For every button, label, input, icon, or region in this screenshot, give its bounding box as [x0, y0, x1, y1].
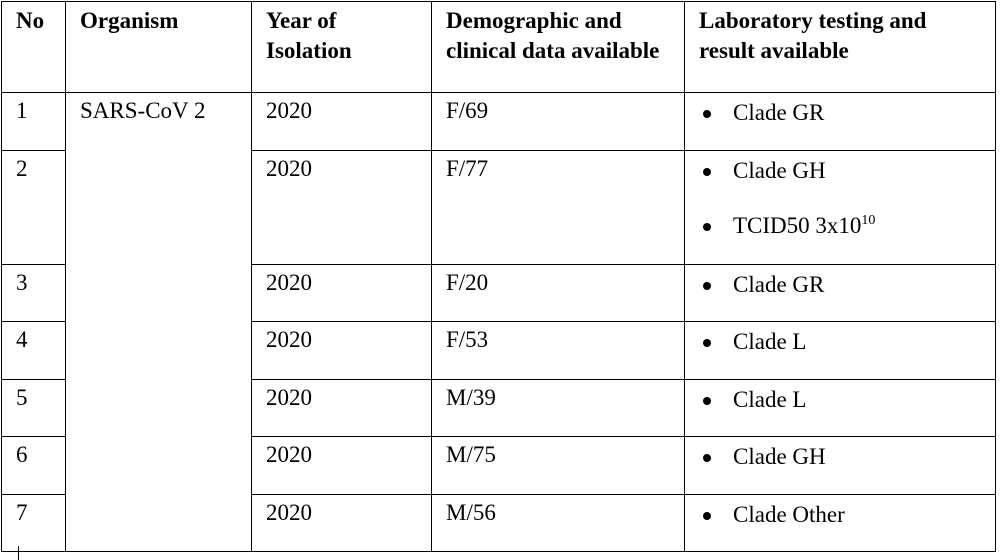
result-list: Clade GR — [699, 99, 981, 127]
table-row: 1 SARS-CoV 2 2020 F/69 Clade GR — [1, 92, 996, 552]
isolates-table: No Organism Year of Isolation Demographi… — [1, 1, 996, 552]
cell-demographic: M/75 — [431, 436, 685, 495]
header-year: Year of Isolation — [251, 1, 432, 93]
header-no: No — [1, 1, 66, 93]
cell-laboratory: Clade GR — [684, 92, 996, 151]
result-item: Clade GH — [699, 157, 981, 185]
result-text: Clade L — [733, 387, 807, 412]
cell-no: 6 — [1, 436, 66, 495]
cell-no: 1 — [1, 92, 66, 151]
header-laboratory: Laboratory testing and result available — [684, 1, 996, 93]
cell-demographic: M/39 — [431, 379, 685, 437]
bullet-icon — [703, 223, 711, 231]
bullet-icon — [703, 110, 711, 118]
table-row: 2 2020 F/77 Clade GH TCID50 3x1010 — [1, 150, 996, 265]
bullet-icon — [703, 339, 711, 347]
bullet-icon — [703, 397, 711, 405]
result-item: Clade GH — [699, 443, 981, 471]
result-item: Clade Other — [699, 501, 981, 529]
cell-no: 2 — [1, 150, 66, 265]
bullet-icon — [703, 282, 711, 290]
table-body: 1 SARS-CoV 2 2020 F/69 Clade GR 2 2020 F/77 Clad… — [1, 92, 996, 552]
cell-laboratory: Clade GH — [684, 436, 996, 495]
cell-no: 4 — [1, 321, 66, 380]
result-list: Clade GR — [699, 271, 981, 299]
cell-year: 2020 — [251, 494, 432, 552]
result-list: Clade GH — [699, 443, 981, 471]
cell-demographic: F/20 — [431, 264, 685, 322]
cell-no: 3 — [1, 264, 66, 322]
cell-laboratory: Clade L — [684, 321, 996, 380]
cell-year: 2020 — [251, 92, 432, 151]
cell-laboratory: Clade GR — [684, 264, 996, 322]
cell-year: 2020 — [251, 264, 432, 322]
cell-demographic: F/69 — [431, 92, 685, 151]
page-edge-mark — [18, 546, 19, 560]
result-list: Clade Other — [699, 501, 981, 529]
result-item: Clade L — [699, 386, 981, 414]
cell-organism: SARS-CoV 2 — [65, 92, 252, 552]
cell-demographic: F/77 — [431, 150, 685, 265]
table-row: 7 2020 M/56 Clade Other — [1, 494, 996, 552]
header-organism: Organism — [65, 1, 252, 93]
table-row: 4 2020 F/53 Clade L — [1, 321, 996, 380]
cell-demographic: M/56 — [431, 494, 685, 552]
result-list: Clade L — [699, 328, 981, 356]
result-list: Clade GH TCID50 3x1010 — [699, 157, 981, 240]
result-text: Clade GR — [733, 100, 825, 125]
header-demographic: Demographic and clinical data available — [431, 1, 685, 93]
cell-year: 2020 — [251, 379, 432, 437]
header-row: No Organism Year of Isolation Demographi… — [1, 1, 996, 93]
cell-laboratory: Clade Other — [684, 494, 996, 552]
result-exponent: 10 — [861, 213, 876, 228]
result-list: Clade L — [699, 386, 981, 414]
cell-year: 2020 — [251, 436, 432, 495]
bullet-icon — [703, 168, 711, 176]
result-text: Clade GH — [733, 158, 826, 183]
result-item: Clade L — [699, 328, 981, 356]
result-item: Clade GR — [699, 271, 981, 299]
result-text: Clade GR — [733, 272, 825, 297]
cell-laboratory: Clade GH TCID50 3x1010 — [684, 150, 996, 265]
result-item: TCID50 3x1010 — [699, 212, 981, 240]
result-text: Clade Other — [733, 502, 845, 527]
cell-no: 7 — [1, 494, 66, 552]
bullet-icon — [703, 512, 711, 520]
table-row: 6 2020 M/75 Clade GH — [1, 436, 996, 495]
cell-demographic: F/53 — [431, 321, 685, 380]
result-item: Clade GR — [699, 99, 981, 127]
cell-no: 5 — [1, 379, 66, 437]
bullet-icon — [703, 454, 711, 462]
cell-year: 2020 — [251, 150, 432, 265]
result-text: TCID50 3x10 — [733, 213, 862, 238]
result-text: Clade GH — [733, 444, 826, 469]
cell-laboratory: Clade L — [684, 379, 996, 437]
cell-year: 2020 — [251, 321, 432, 380]
table-row: 5 2020 M/39 Clade L — [1, 379, 996, 437]
result-text: Clade L — [733, 329, 807, 354]
